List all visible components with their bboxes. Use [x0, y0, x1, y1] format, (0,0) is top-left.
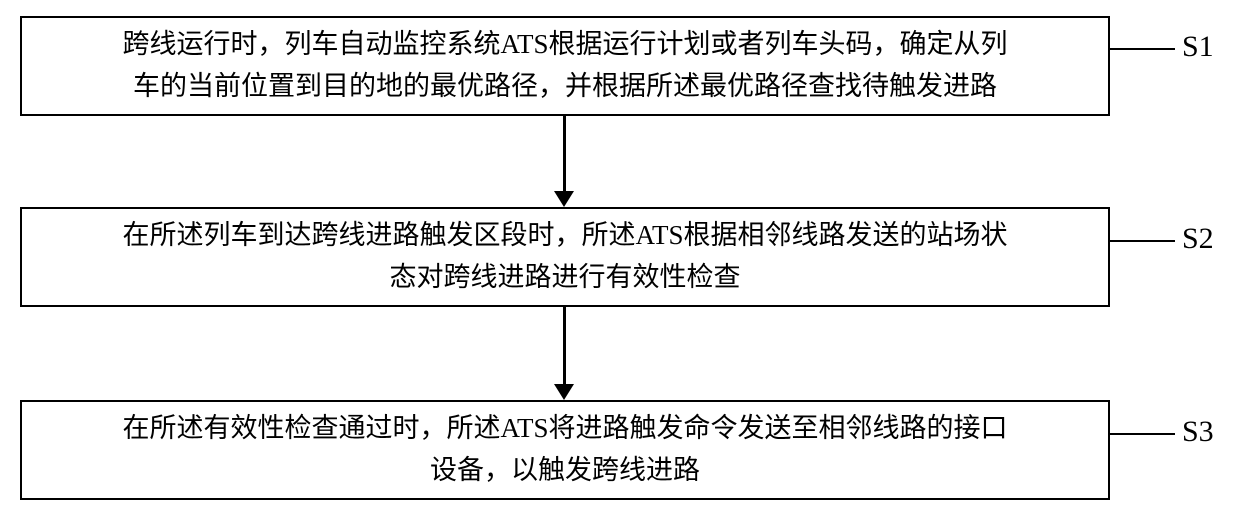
- leader-line: [1110, 48, 1175, 50]
- step-label-s3: S3: [1182, 415, 1214, 449]
- flow-edge: [563, 307, 566, 384]
- leader-line: [1110, 433, 1175, 435]
- step-label-s2: S2: [1182, 222, 1214, 256]
- flow-node-s3: 在所述有效性检查通过时，所述ATS将进路触发命令发送至相邻线路的接口 设备，以触…: [20, 400, 1110, 500]
- flow-node-s1: 跨线运行时，列车自动监控系统ATS根据运行计划或者列车头码，确定从列 车的当前位…: [20, 16, 1110, 116]
- step-label-s1: S1: [1182, 30, 1214, 64]
- arrow-head-icon: [554, 384, 574, 400]
- flow-node-text: 跨线运行时，列车自动监控系统ATS根据运行计划或者列车头码，确定从列 车的当前位…: [122, 24, 1007, 108]
- flowchart-canvas: 跨线运行时，列车自动监控系统ATS根据运行计划或者列车头码，确定从列 车的当前位…: [0, 0, 1240, 532]
- flow-node-text: 在所述列车到达跨线进路触发区段时，所述ATS根据相邻线路发送的站场状 态对跨线进…: [122, 215, 1007, 299]
- leader-line: [1110, 240, 1175, 242]
- flow-node-text: 在所述有效性检查通过时，所述ATS将进路触发命令发送至相邻线路的接口 设备，以触…: [122, 408, 1007, 492]
- flow-edge: [563, 116, 566, 191]
- flow-node-s2: 在所述列车到达跨线进路触发区段时，所述ATS根据相邻线路发送的站场状 态对跨线进…: [20, 207, 1110, 307]
- arrow-head-icon: [554, 191, 574, 207]
